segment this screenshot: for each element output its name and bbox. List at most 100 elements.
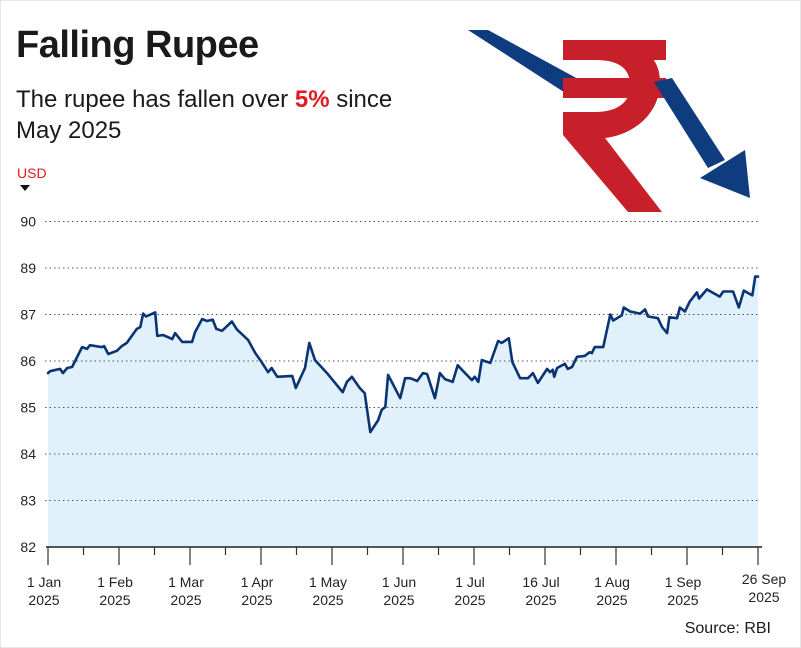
data-point — [416, 380, 418, 382]
arrow-head — [700, 150, 750, 198]
data-point — [381, 409, 383, 411]
data-point — [101, 346, 103, 348]
data-point — [647, 315, 649, 317]
data-point — [215, 328, 217, 330]
data-point — [434, 397, 436, 399]
data-point — [584, 355, 586, 357]
subtitle-text: The rupee has fallen over — [16, 86, 295, 113]
data-point — [474, 376, 476, 378]
data-point — [426, 373, 428, 375]
data-point — [612, 319, 614, 322]
data-point — [532, 372, 534, 374]
data-point — [221, 330, 223, 332]
data-point — [107, 353, 109, 355]
x-tick-label: 1 Jul — [455, 574, 485, 590]
subtitle-highlight: 5% — [294, 86, 330, 113]
area-fill — [48, 276, 758, 547]
data-point — [719, 295, 721, 298]
x-tick-year: 2025 — [748, 589, 779, 605]
chart-title: Falling Rupee — [16, 24, 259, 66]
unit-marker-icon — [20, 185, 30, 191]
y-tick-label: 84 — [20, 446, 36, 462]
data-point — [236, 328, 238, 330]
data-point — [409, 377, 411, 379]
data-point — [623, 306, 625, 309]
data-point — [594, 346, 596, 348]
data-point — [191, 341, 193, 343]
data-point — [461, 369, 463, 371]
x-tick-year: 2025 — [454, 592, 485, 608]
arrow-shaft-top — [468, 30, 580, 96]
x-tick-year: 2025 — [170, 592, 201, 608]
series-line-inr-usd — [46, 275, 760, 434]
data-point — [743, 289, 745, 292]
data-point — [668, 316, 670, 318]
data-point — [679, 306, 681, 309]
data-point — [181, 341, 183, 343]
y-tick-label: 83 — [20, 493, 36, 509]
data-point — [308, 342, 310, 344]
data-point — [47, 372, 49, 374]
data-point — [351, 376, 353, 378]
x-tick-label: 1 Aug — [594, 574, 630, 590]
data-point — [267, 371, 269, 373]
x-tick-year: 2025 — [312, 592, 343, 608]
data-point — [519, 377, 521, 379]
data-point — [644, 308, 646, 310]
data-point — [422, 372, 424, 374]
data-point — [489, 362, 491, 364]
data-point — [304, 367, 306, 369]
data-point — [722, 290, 724, 293]
data-point — [71, 366, 73, 368]
x-tick-label: 1 Jun — [382, 574, 416, 590]
data-point — [291, 375, 293, 377]
x-tick-label: 16 Jul — [522, 574, 559, 590]
x-tick-year: 2025 — [28, 592, 59, 608]
data-point — [81, 346, 83, 348]
data-point — [342, 391, 344, 393]
data-point — [369, 431, 371, 433]
data-point — [295, 387, 297, 389]
data-point — [326, 372, 328, 374]
y-tick-label: 87 — [20, 307, 36, 323]
data-point — [171, 338, 173, 340]
data-point — [508, 337, 510, 339]
x-tick-label: 1 Jan — [27, 574, 61, 590]
data-point — [754, 276, 756, 278]
x-tick-label: 1 May — [309, 574, 347, 590]
y-tick-label: 89 — [20, 260, 36, 276]
data-point — [387, 374, 389, 376]
data-point — [86, 348, 88, 350]
data-point — [527, 377, 529, 379]
data-point — [89, 344, 91, 346]
data-point — [571, 366, 573, 368]
subtitle-text-end: since May 2025 — [16, 86, 393, 144]
data-point — [537, 382, 539, 384]
x-tick-year: 2025 — [241, 592, 272, 608]
data-point — [174, 332, 176, 334]
data-point — [59, 368, 61, 370]
data-point — [276, 376, 278, 378]
data-point — [156, 335, 158, 337]
data-point — [657, 317, 659, 319]
source-note: Source: RBI — [684, 620, 771, 637]
data-point — [564, 363, 566, 365]
x-tick-label: 1 Apr — [241, 574, 274, 590]
data-point — [201, 318, 203, 320]
data-point — [666, 332, 668, 334]
data-point — [471, 379, 473, 381]
data-point — [384, 406, 386, 408]
data-point — [481, 359, 483, 361]
x-tick-label: 1 Sep — [665, 574, 702, 590]
y-axis-unit: USD — [17, 165, 47, 181]
data-point — [247, 339, 249, 341]
data-point — [589, 351, 591, 353]
data-point — [477, 381, 479, 383]
data-point — [732, 290, 734, 293]
y-tick-label: 85 — [20, 400, 36, 416]
data-point — [364, 392, 366, 394]
x-tick-year: 2025 — [596, 592, 627, 608]
data-point — [126, 342, 128, 344]
